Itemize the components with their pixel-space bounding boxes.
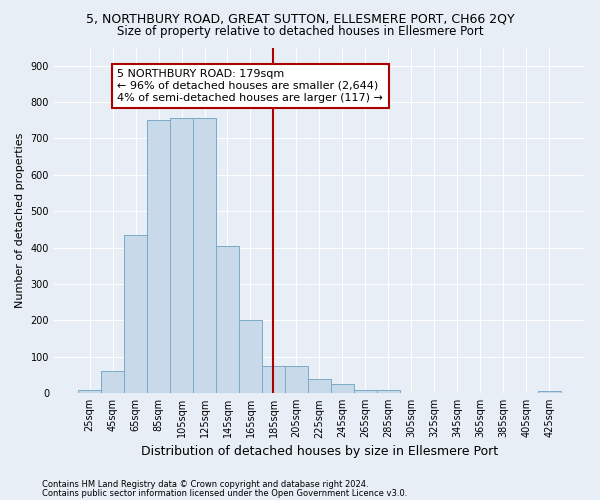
Bar xyxy=(170,118,193,393)
Text: Contains HM Land Registry data © Crown copyright and database right 2024.: Contains HM Land Registry data © Crown c… xyxy=(42,480,368,489)
Bar xyxy=(538,392,561,393)
Text: Contains public sector information licensed under the Open Government Licence v3: Contains public sector information licen… xyxy=(42,488,407,498)
Bar xyxy=(331,384,354,393)
Bar xyxy=(239,320,262,393)
Text: 5 NORTHBURY ROAD: 179sqm
← 96% of detached houses are smaller (2,644)
4% of semi: 5 NORTHBURY ROAD: 179sqm ← 96% of detach… xyxy=(117,70,383,102)
Text: Size of property relative to detached houses in Ellesmere Port: Size of property relative to detached ho… xyxy=(116,25,484,38)
Bar xyxy=(262,366,285,393)
Bar xyxy=(285,366,308,393)
Bar xyxy=(354,390,377,393)
Bar xyxy=(78,390,101,393)
Bar xyxy=(377,390,400,393)
Bar xyxy=(193,118,216,393)
Bar xyxy=(308,378,331,393)
X-axis label: Distribution of detached houses by size in Ellesmere Port: Distribution of detached houses by size … xyxy=(141,444,498,458)
Bar xyxy=(101,372,124,393)
Y-axis label: Number of detached properties: Number of detached properties xyxy=(15,132,25,308)
Bar xyxy=(216,246,239,393)
Bar xyxy=(147,120,170,393)
Bar xyxy=(124,235,147,393)
Text: 5, NORTHBURY ROAD, GREAT SUTTON, ELLESMERE PORT, CH66 2QY: 5, NORTHBURY ROAD, GREAT SUTTON, ELLESME… xyxy=(86,12,514,26)
